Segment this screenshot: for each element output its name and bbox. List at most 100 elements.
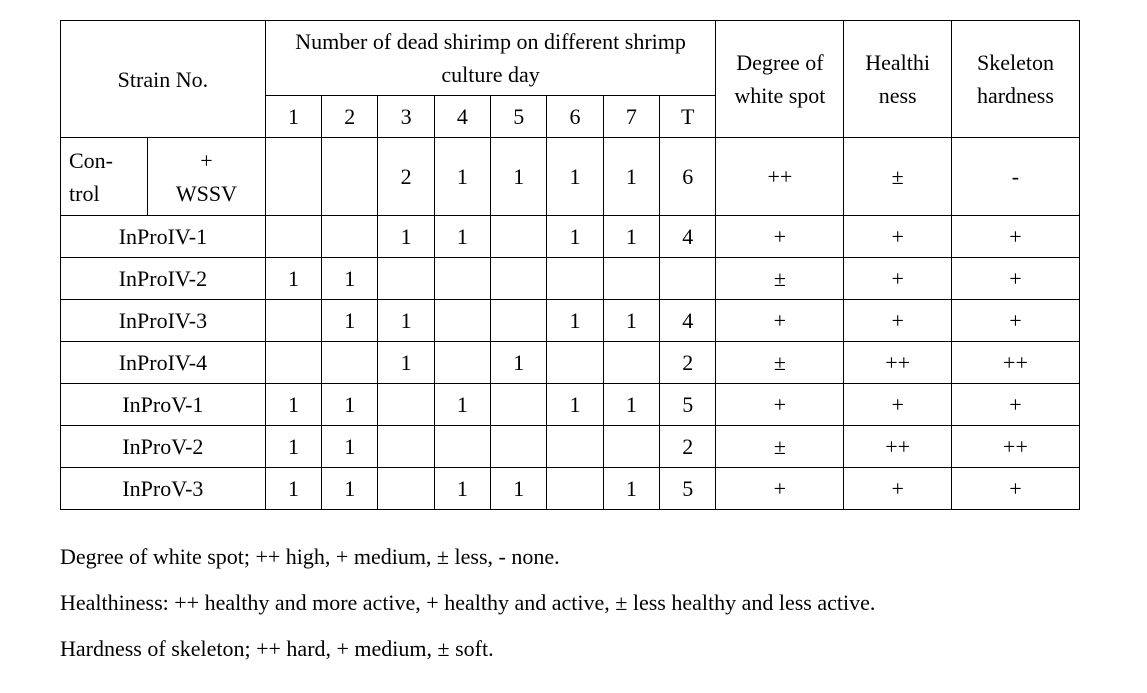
- day-cell: [434, 300, 490, 342]
- degree-cell: +: [716, 468, 844, 510]
- header-degree: Degree of white spot: [716, 21, 844, 138]
- day-cell: 1: [265, 426, 321, 468]
- strain-label: InProV-1: [61, 384, 266, 426]
- degree-cell: +: [716, 216, 844, 258]
- legend-line-1: Degree of white spot; ++ high, + medium,…: [60, 534, 1107, 580]
- day-cell: 1: [322, 258, 378, 300]
- day-cell: [378, 258, 434, 300]
- day-cell: 1: [603, 300, 659, 342]
- header-skeleton: Skeleton hardness: [951, 21, 1079, 138]
- day-cell: 1: [434, 468, 490, 510]
- control-label-right: +WSSV: [148, 138, 266, 216]
- day-cell: [603, 342, 659, 384]
- day-cell: 1: [603, 468, 659, 510]
- header-strain-no: Strain No.: [61, 21, 266, 138]
- day-cell: 1: [434, 138, 490, 216]
- day-cell: 1: [547, 216, 603, 258]
- table-row: InProV-3111115+++: [61, 468, 1080, 510]
- day-cell: 2: [659, 342, 715, 384]
- day-cell: 1: [322, 384, 378, 426]
- health-cell: +: [844, 384, 952, 426]
- day-cell: [491, 258, 547, 300]
- day-cell: [603, 258, 659, 300]
- table-row: InProV-2112±++++: [61, 426, 1080, 468]
- table-row: InProIV-311114+++: [61, 300, 1080, 342]
- health-cell: +: [844, 300, 952, 342]
- day-cell: 1: [378, 300, 434, 342]
- skeleton-cell: +: [951, 216, 1079, 258]
- day-cell: 6: [659, 138, 715, 216]
- degree-cell: ±: [716, 258, 844, 300]
- degree-cell: ±: [716, 342, 844, 384]
- day-cell: 1: [322, 426, 378, 468]
- degree-cell: +: [716, 384, 844, 426]
- day-cell: [265, 300, 321, 342]
- day-cell: [265, 342, 321, 384]
- health-cell: +: [844, 216, 952, 258]
- day-cell: [547, 258, 603, 300]
- day-cell: 1: [603, 384, 659, 426]
- day-cell: 1: [547, 300, 603, 342]
- header-day-4: 4: [434, 96, 490, 138]
- day-cell: 1: [378, 342, 434, 384]
- day-cell: 1: [322, 468, 378, 510]
- day-cell: 1: [491, 468, 547, 510]
- day-cell: 1: [547, 138, 603, 216]
- health-cell: ++: [844, 426, 952, 468]
- table-header: Strain No. Number of dead shirimp on dif…: [61, 21, 1080, 138]
- header-day-5: 5: [491, 96, 547, 138]
- skeleton-cell: ++: [951, 342, 1079, 384]
- health-cell: ++: [844, 342, 952, 384]
- day-cell: 1: [603, 138, 659, 216]
- day-cell: [434, 342, 490, 384]
- day-cell: [434, 426, 490, 468]
- strain-label: InProIV-2: [61, 258, 266, 300]
- header-day-7: 7: [603, 96, 659, 138]
- legend: Degree of white spot; ++ high, + medium,…: [60, 534, 1107, 673]
- degree-cell: ++: [716, 138, 844, 216]
- day-cell: 5: [659, 384, 715, 426]
- day-cell: [547, 426, 603, 468]
- day-cell: 1: [265, 384, 321, 426]
- day-cell: 4: [659, 300, 715, 342]
- skeleton-cell: -: [951, 138, 1079, 216]
- day-cell: 1: [378, 216, 434, 258]
- header-dead-shrimp: Number of dead shirimp on different shri…: [265, 21, 716, 96]
- day-cell: [491, 384, 547, 426]
- day-cell: 1: [322, 300, 378, 342]
- strain-label: InProIV-4: [61, 342, 266, 384]
- day-cell: [322, 342, 378, 384]
- day-cell: 1: [265, 258, 321, 300]
- table-row: InProIV-211±++: [61, 258, 1080, 300]
- day-cell: [265, 216, 321, 258]
- header-day-2: 2: [322, 96, 378, 138]
- day-cell: [603, 426, 659, 468]
- day-cell: [322, 138, 378, 216]
- day-cell: [322, 216, 378, 258]
- day-cell: 2: [378, 138, 434, 216]
- day-cell: [491, 300, 547, 342]
- degree-cell: +: [716, 300, 844, 342]
- header-healthiness: Healthi ness: [844, 21, 952, 138]
- day-cell: 1: [491, 342, 547, 384]
- day-cell: 4: [659, 216, 715, 258]
- day-cell: [547, 468, 603, 510]
- header-day-3: 3: [378, 96, 434, 138]
- day-cell: 5: [659, 468, 715, 510]
- strain-label: InProV-2: [61, 426, 266, 468]
- day-cell: 1: [491, 138, 547, 216]
- strain-label: InProV-3: [61, 468, 266, 510]
- day-cell: 1: [434, 384, 490, 426]
- skeleton-cell: ++: [951, 426, 1079, 468]
- header-day-1: 1: [265, 96, 321, 138]
- skeleton-cell: +: [951, 300, 1079, 342]
- health-cell: +: [844, 468, 952, 510]
- shrimp-table: Strain No. Number of dead shirimp on dif…: [60, 20, 1080, 510]
- day-cell: [378, 384, 434, 426]
- legend-line-2: Healthiness: ++ healthy and more active,…: [60, 580, 1107, 626]
- strain-label: InProIV-1: [61, 216, 266, 258]
- day-cell: 1: [603, 216, 659, 258]
- table-row: InProIV-111114+++: [61, 216, 1080, 258]
- health-cell: ±: [844, 138, 952, 216]
- day-cell: [547, 342, 603, 384]
